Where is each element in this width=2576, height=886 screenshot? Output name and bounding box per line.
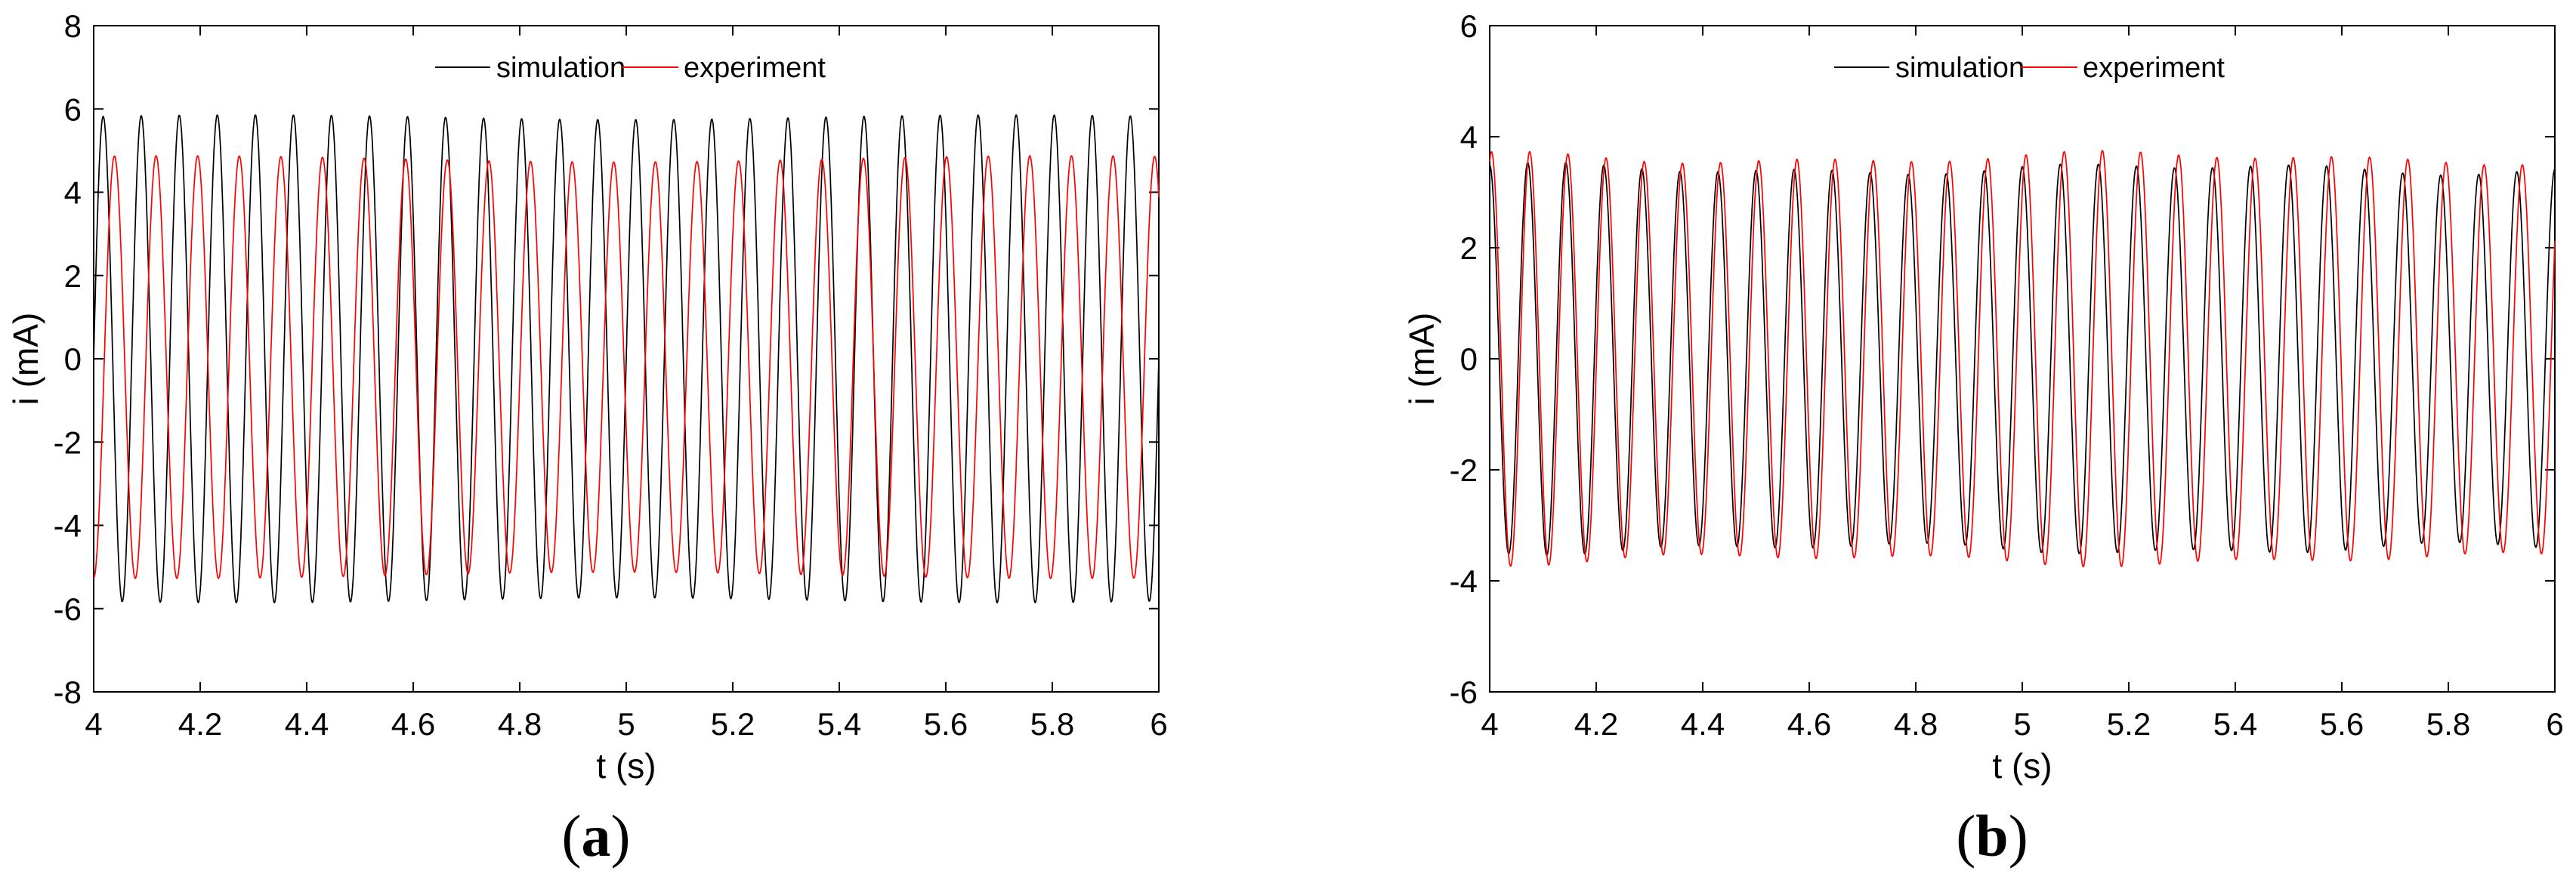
series-experiment [93,155,1160,579]
legend-b: simulation experiment [1834,52,2225,84]
x-tick-label: 4.2 [178,706,222,742]
x-tick-label: 4 [85,706,102,742]
y-tick-label: -2 [54,424,82,460]
x-tick-label: 5.2 [2107,706,2151,742]
x-tick-label: 4.2 [1574,706,1618,742]
x-tick-label: 6 [1150,706,1167,742]
y-tick-label: 4 [1460,119,1478,155]
x-axis-label-a: t (s) [596,746,656,786]
legend-a: simulation experiment [435,52,826,84]
x-tick-label: 5.4 [2213,706,2257,742]
y-axis-label-b: i (mA) [1402,313,1441,406]
y-axis-label-a: i (mA) [6,313,45,406]
plot-area-a: 4 4.2 4.4 4.6 4.8 5 5.2 5.4 5.6 5.8 6 8 6 4 2 0 -2 -4 -6 -8 [54,8,1168,742]
x-tick-label: 4.4 [285,706,329,742]
y-tick-label: -2 [1450,452,1478,488]
x-tick-label: 5.6 [2320,706,2364,742]
y-tick-label: 0 [64,341,82,377]
plot-area-b: 4 4.2 4.4 4.6 4.8 5 5.2 5.4 5.6 5.8 6 6 4 2 0 -2 -4 -6 [1450,8,2564,742]
legend-label-simulation: simulation [1895,52,2025,84]
x-tick-label: 5.4 [817,706,861,742]
x-tick-label: 5 [2013,706,2031,742]
series-simulation [1489,162,2556,556]
y-tick-label: -6 [1450,675,1478,710]
x-tick-label: 5.6 [924,706,968,742]
x-tick-label: 4.8 [1894,706,1938,742]
y-tick-label: -4 [1450,563,1478,599]
caption-a: (a) [562,803,631,869]
x-tick-label: 4.4 [1681,706,1725,742]
series-simulation [93,114,1160,604]
y-tick-label: 2 [64,258,82,294]
x-tick-label: 4.6 [391,706,435,742]
x-tick-label: 5 [617,706,635,742]
y-tick-label: 2 [1460,230,1478,266]
y-tick-label: -4 [54,508,82,544]
legend-label-experiment: experiment [684,52,826,84]
y-tick-label: 0 [1460,341,1478,377]
y-tick-label: -8 [54,675,82,710]
x-tick-label: 5.2 [711,706,755,742]
y-tick-label: 4 [64,175,82,211]
y-tick-label: 6 [1460,8,1478,44]
plot-box [1489,25,2556,693]
legend-label-simulation: simulation [496,52,625,84]
x-tick-label: 5.8 [2426,706,2470,742]
x-tick-label: 4.6 [1787,706,1831,742]
chart-a: 4 4.2 4.4 4.6 4.8 5 5.2 5.4 5.6 5.8 6 8 6 4 2 0 -2 -4 -6 -8… [6,8,1168,869]
series-experiment [1489,150,2556,568]
y-tick-label: 8 [64,8,82,44]
y-tick-label: -6 [54,591,82,627]
caption-b: (b) [1956,803,2028,869]
x-tick-label: 4 [1481,706,1498,742]
x-tick-label: 6 [2546,706,2563,742]
x-tick-label: 5.8 [1030,706,1074,742]
x-tick-label: 4.8 [498,706,542,742]
chart-b: 4 4.2 4.4 4.6 4.8 5 5.2 5.4 5.6 5.8 6 6 4 2 0 -2 -4 -6 i … [1402,8,2564,869]
x-axis-label-b: t (s) [1992,746,2052,786]
legend-label-experiment: experiment [2083,52,2225,84]
y-tick-label: 6 [64,91,82,127]
